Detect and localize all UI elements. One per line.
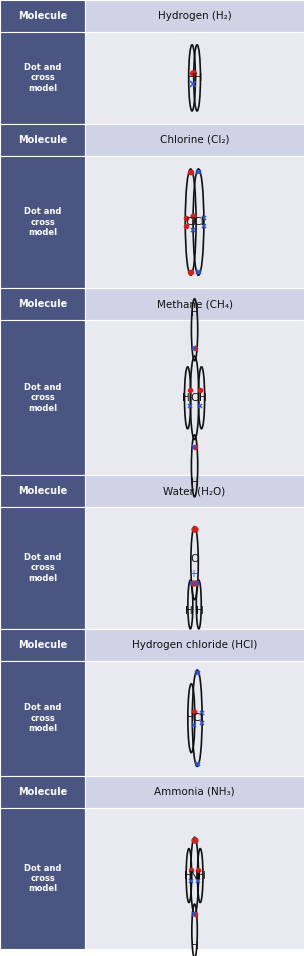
Bar bbox=[0, 320, 85, 475]
Bar bbox=[0, 507, 85, 629]
Text: Ammonia (NH₃): Ammonia (NH₃) bbox=[154, 787, 235, 796]
Bar bbox=[85, 32, 304, 123]
Bar bbox=[85, 475, 304, 507]
Text: Dot and
cross
model: Dot and cross model bbox=[24, 863, 61, 893]
Bar bbox=[85, 808, 304, 949]
Bar bbox=[85, 289, 304, 320]
Bar bbox=[0, 808, 85, 949]
Text: H: H bbox=[191, 308, 199, 317]
Text: Cl: Cl bbox=[193, 217, 204, 228]
Text: H: H bbox=[196, 605, 204, 616]
Bar bbox=[85, 629, 304, 661]
Text: H: H bbox=[191, 941, 199, 951]
Bar bbox=[0, 629, 85, 661]
Text: N: N bbox=[190, 871, 199, 880]
Text: H: H bbox=[187, 73, 195, 83]
Text: O: O bbox=[190, 554, 199, 564]
Text: H: H bbox=[198, 871, 206, 880]
Bar bbox=[0, 32, 85, 123]
Bar bbox=[0, 0, 85, 32]
Text: +: + bbox=[189, 569, 197, 579]
Bar bbox=[0, 775, 85, 808]
Bar bbox=[85, 775, 304, 808]
Text: Molecule: Molecule bbox=[18, 486, 67, 496]
Text: Hydrogen chloride (HCl): Hydrogen chloride (HCl) bbox=[132, 640, 257, 650]
Text: H: H bbox=[186, 713, 194, 723]
Text: H: H bbox=[191, 478, 199, 488]
Text: Molecule: Molecule bbox=[18, 787, 67, 796]
Bar bbox=[85, 507, 304, 629]
Text: Molecule: Molecule bbox=[18, 299, 67, 310]
Text: H: H bbox=[184, 871, 191, 880]
Bar bbox=[85, 661, 304, 775]
Bar bbox=[0, 289, 85, 320]
Bar bbox=[85, 320, 304, 475]
Text: Cl: Cl bbox=[185, 217, 196, 228]
Text: Dot and
cross
model: Dot and cross model bbox=[24, 383, 61, 413]
Text: Molecule: Molecule bbox=[18, 640, 67, 650]
Text: H: H bbox=[194, 73, 202, 83]
Bar bbox=[85, 0, 304, 32]
Text: Cl: Cl bbox=[192, 713, 203, 723]
Text: Water (H₂O): Water (H₂O) bbox=[164, 486, 226, 496]
Text: Chlorine (Cl₂): Chlorine (Cl₂) bbox=[160, 135, 229, 144]
Text: Molecule: Molecule bbox=[18, 11, 67, 21]
Bar bbox=[85, 123, 304, 156]
Bar bbox=[0, 123, 85, 156]
Text: Hydrogen (H₂): Hydrogen (H₂) bbox=[158, 11, 231, 21]
Bar bbox=[0, 156, 85, 289]
Text: Molecule: Molecule bbox=[18, 135, 67, 144]
Text: H: H bbox=[185, 605, 193, 616]
Text: Dot and
cross
model: Dot and cross model bbox=[24, 554, 61, 583]
Text: Methane (CH₄): Methane (CH₄) bbox=[157, 299, 233, 310]
Bar bbox=[0, 475, 85, 507]
Text: Dot and
cross
model: Dot and cross model bbox=[24, 207, 61, 237]
Text: H: H bbox=[199, 393, 207, 402]
Text: H: H bbox=[182, 393, 190, 402]
Bar bbox=[85, 156, 304, 289]
Text: Dot and
cross
model: Dot and cross model bbox=[24, 63, 61, 93]
Bar bbox=[0, 661, 85, 775]
Text: Dot and
cross
model: Dot and cross model bbox=[24, 704, 61, 733]
Text: C: C bbox=[191, 393, 199, 402]
